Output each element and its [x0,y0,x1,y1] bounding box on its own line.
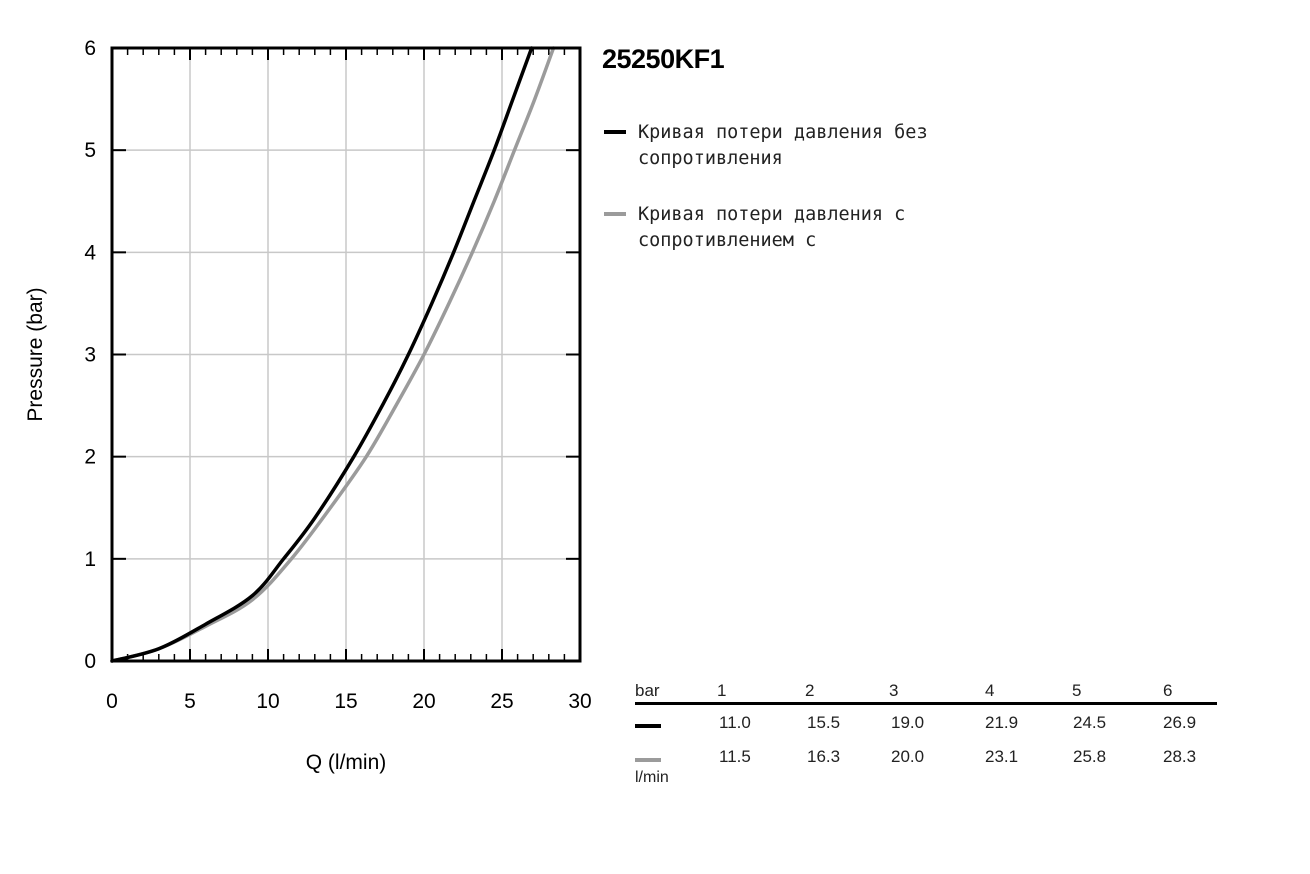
legend: Кривая потери давления с сопротивлением … [604,202,1044,254]
x-tick-label: 25 [490,690,513,713]
legend-item-with-resistance: Кривая потери давления с сопротивлением … [604,202,1044,254]
series-line-without-resistance [110,46,534,663]
table-cell: 21.9 [985,713,1019,732]
x-tick-label: 15 [334,690,357,713]
y-tick-label: 3 [84,344,96,367]
y-tick-label: 1 [84,548,96,571]
table-cell: 23.1 [985,747,1019,766]
table-header-cell: 1 [717,681,727,700]
table-cell: 24.5 [1073,713,1107,732]
x-tick-label: 20 [412,690,435,713]
x-tick-label: 30 [568,690,591,713]
x-tick-label: 0 [106,690,118,713]
table-header-cell: 5 [1072,681,1082,700]
chart-grid [112,48,580,661]
table-row-swatch-black [635,724,661,728]
table-cell: 15.5 [807,713,841,732]
y-tick-label: 6 [84,37,96,60]
table-header-row: bar 1 2 3 4 5 6 [635,681,1217,705]
table-rule [635,702,1217,705]
table-cell: 11.5 [719,747,751,766]
x-tick-label: 10 [256,690,279,713]
y-tick-label: 4 [84,241,96,264]
table-cell: 11.0 [719,713,751,732]
table-cell: 28.3 [1163,747,1197,766]
table-flow-unit: l/min [635,769,669,786]
table-cell: 25.8 [1073,747,1107,766]
legend-label: Кривая потери давления с сопротивлением … [638,204,906,251]
chart-series [110,46,556,663]
table-header-unit: bar [635,681,660,700]
legend-swatch-gray [604,212,626,216]
table-header-cell: 6 [1163,681,1173,700]
table-cell: 19.0 [891,713,925,732]
y-tick-label: 2 [84,446,96,469]
legend-label: Кривая потери давления без сопротивления [638,122,928,169]
product-title: 25250KF1 [602,44,725,74]
plot-frame [110,46,582,663]
y-tick-label: 5 [84,139,96,162]
chart-tick-labels: 0 5 10 15 20 25 30 0 1 2 3 4 5 6 [84,37,591,713]
table-header-cell: 4 [985,681,995,700]
table-header-cell: 3 [889,681,899,700]
table-row-swatch-gray [635,758,661,762]
table-header-cell: 2 [805,681,815,700]
x-axis-title: Q (l/min) [306,751,387,774]
y-axis-title: Pressure (bar) [24,287,47,421]
table-row: 11.5 16.3 20.0 23.1 25.8 28.3 [635,747,1217,771]
y-tick-label: 0 [84,650,96,673]
table-cell: 20.0 [891,747,925,766]
legend: Кривая потери давления без сопротивления [604,120,1044,172]
series-line-with-resistance [110,46,556,663]
table-cell: 16.3 [807,747,841,766]
table-cell: 26.9 [1163,713,1197,732]
legend-item-without-resistance: Кривая потери давления без сопротивления [604,120,1044,172]
table-row: 11.0 15.5 19.0 21.9 24.5 26.9 [635,713,1217,737]
legend-swatch-black [604,130,626,134]
x-tick-label: 5 [184,690,196,713]
pressure-flow-table: bar 1 2 3 4 5 6 11.0 15.5 19.0 21.9 24.5… [635,681,1217,786]
